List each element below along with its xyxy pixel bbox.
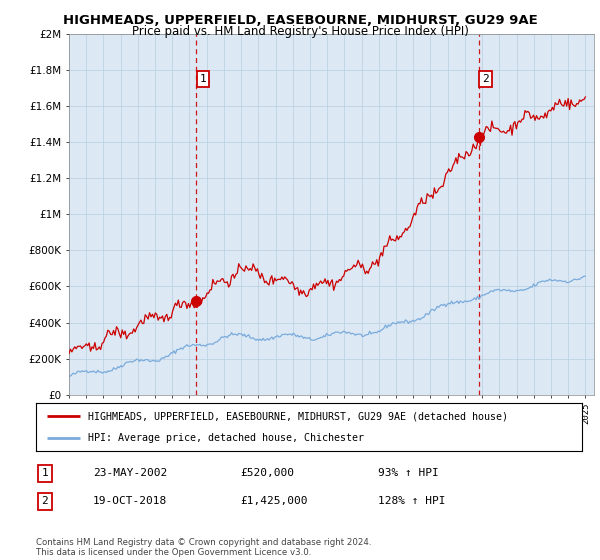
Text: HPI: Average price, detached house, Chichester: HPI: Average price, detached house, Chic… bbox=[88, 433, 364, 443]
Text: £1,425,000: £1,425,000 bbox=[240, 496, 308, 506]
Text: £520,000: £520,000 bbox=[240, 468, 294, 478]
Text: HIGHMEADS, UPPERFIELD, EASEBOURNE, MIDHURST, GU29 9AE: HIGHMEADS, UPPERFIELD, EASEBOURNE, MIDHU… bbox=[62, 14, 538, 27]
Text: 1: 1 bbox=[41, 468, 49, 478]
Text: 23-MAY-2002: 23-MAY-2002 bbox=[93, 468, 167, 478]
Text: 2: 2 bbox=[41, 496, 49, 506]
Text: HIGHMEADS, UPPERFIELD, EASEBOURNE, MIDHURST, GU29 9AE (detached house): HIGHMEADS, UPPERFIELD, EASEBOURNE, MIDHU… bbox=[88, 411, 508, 421]
Text: Price paid vs. HM Land Registry's House Price Index (HPI): Price paid vs. HM Land Registry's House … bbox=[131, 25, 469, 38]
Text: 128% ↑ HPI: 128% ↑ HPI bbox=[378, 496, 445, 506]
Text: 93% ↑ HPI: 93% ↑ HPI bbox=[378, 468, 439, 478]
Text: 1: 1 bbox=[200, 74, 206, 84]
Text: Contains HM Land Registry data © Crown copyright and database right 2024.
This d: Contains HM Land Registry data © Crown c… bbox=[36, 538, 371, 557]
Text: 2: 2 bbox=[482, 74, 489, 84]
Text: 19-OCT-2018: 19-OCT-2018 bbox=[93, 496, 167, 506]
